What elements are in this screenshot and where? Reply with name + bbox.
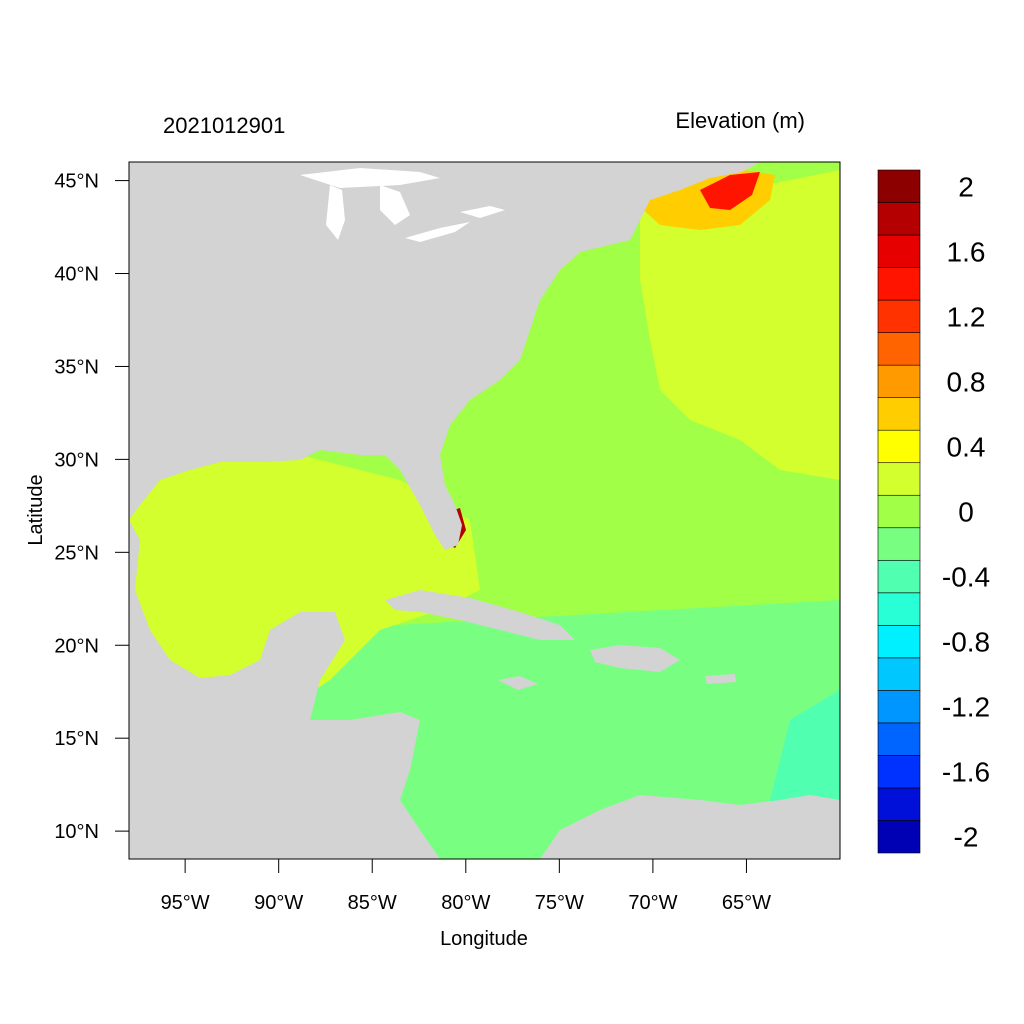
- variable-label: Elevation (m): [675, 108, 805, 133]
- colorbar-swatch: [877, 267, 921, 301]
- map-panel: [129, 162, 840, 859]
- jamaica-island: [498, 676, 538, 690]
- colorbar-swatch: [877, 625, 921, 659]
- colorbar-label: 0.4: [947, 431, 986, 462]
- colorbar-swatch: [877, 169, 921, 203]
- x-tick-label: 70°W: [628, 892, 677, 914]
- lake-ontario: [460, 206, 505, 218]
- north-america-landmass: [129, 162, 760, 550]
- south-america-landmass: [540, 795, 840, 859]
- colorbar-label: -2: [954, 822, 979, 853]
- y-tick-label: 45°N: [54, 171, 99, 193]
- lake-huron: [380, 185, 410, 225]
- x-tick-label: 95°W: [161, 892, 210, 914]
- colorbar-label: -1.2: [942, 692, 990, 723]
- colorbar-swatch: [877, 787, 921, 821]
- land: [129, 162, 840, 859]
- y-tick-label: 25°N: [54, 542, 99, 564]
- gulf-of-mexico-region: [129, 455, 480, 700]
- hispaniola-island: [590, 645, 680, 672]
- colorbar-swatch: [877, 690, 921, 724]
- x-tick-label: 90°W: [254, 892, 303, 914]
- lake-erie: [405, 222, 470, 242]
- longitude-axis: 95°W 90°W 85°W 80°W 75°W 70°W 65°W: [161, 859, 771, 914]
- colorbar-swatch: [877, 592, 921, 626]
- date-label: 2021012901: [163, 113, 285, 138]
- y-tick-label: 15°N: [54, 728, 99, 750]
- cuba-island: [385, 590, 575, 640]
- colorbar-swatch: [877, 527, 921, 561]
- northeast-anomaly-region: [640, 170, 840, 480]
- colorbar-swatch: [877, 494, 921, 529]
- colorbar-swatch: [877, 820, 921, 854]
- colorbar-label: 0.8: [947, 366, 986, 397]
- colorbar-swatch: [877, 364, 921, 398]
- colorbar-swatch: [877, 202, 921, 236]
- colorbar-swatch: [877, 234, 921, 268]
- x-tick-label: 65°W: [722, 892, 771, 914]
- colorbar-swatch: [877, 657, 921, 691]
- gulf-of-maine-peak-region: [700, 172, 760, 210]
- colorbar-swatch: [877, 462, 921, 496]
- x-tick-label: 75°W: [535, 892, 584, 914]
- y-tick-label: 10°N: [54, 821, 99, 843]
- colorbar-label: 1.2: [947, 301, 986, 332]
- colorbar-label: 1.6: [947, 236, 986, 267]
- colorbar-swatch: [877, 332, 921, 366]
- y-axis-title: Latitude: [25, 474, 47, 545]
- colorbar-label: -1.6: [942, 757, 990, 788]
- y-tick-label: 30°N: [54, 449, 99, 471]
- x-tick-label: 85°W: [348, 892, 397, 914]
- latitude-axis: 45°N 40°N 35°N 30°N 25°N 20°N 15°N 10°N: [54, 171, 129, 843]
- lake-michigan: [326, 185, 345, 240]
- x-axis-title: Longitude: [440, 928, 528, 950]
- colorbar-swatch: [877, 755, 921, 789]
- y-tick-label: 35°N: [54, 356, 99, 378]
- colorbar: -2 -1.6 -1.2 -0.8 -0.4 0 0.4 0.8 1.2 1.6 2: [877, 169, 990, 854]
- x-tick-label: 80°W: [441, 892, 490, 914]
- colorbar-label: 0: [958, 497, 974, 528]
- y-tick-label: 40°N: [54, 264, 99, 286]
- colorbar-swatch: [877, 397, 921, 431]
- colorbar-label: -0.4: [942, 562, 990, 593]
- map-frame: [128, 161, 841, 860]
- colorbar-swatch: [877, 429, 921, 464]
- colorbar-swatch: [877, 722, 921, 756]
- colorbar-label: -0.8: [942, 627, 990, 658]
- y-tick-label: 20°N: [54, 635, 99, 657]
- colorbar-swatch: [877, 299, 921, 333]
- lake-superior: [300, 168, 440, 188]
- colorbar-swatch: [877, 559, 921, 594]
- mexico-central-america-landmass: [129, 520, 440, 859]
- colorbar-label: 2: [958, 171, 974, 202]
- great-lakes: [300, 168, 505, 242]
- puerto-rico-island: [705, 674, 736, 684]
